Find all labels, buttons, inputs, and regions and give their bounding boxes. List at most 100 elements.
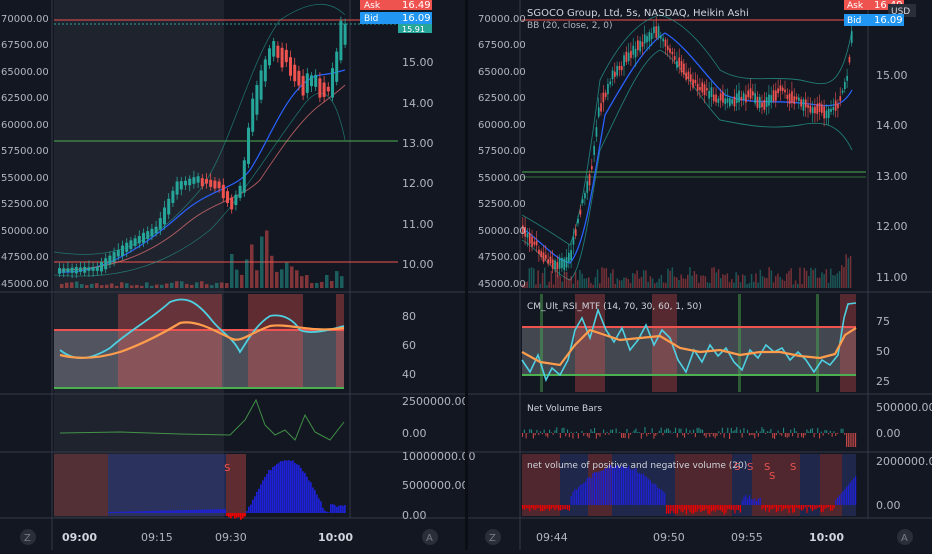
left-price-tick: 52500.00 [1,199,49,210]
right-candle-body [826,110,828,118]
left-candle-body [142,233,145,243]
right-cum-bar [643,474,644,505]
right-cum-bar [635,468,636,505]
bb-indicator-label[interactable]: BB (20, close, 2, 0) [527,21,612,31]
right-cum-bar [740,505,741,513]
right-candle-body [722,92,724,103]
right-volume-bar [810,268,812,288]
left-cum-bar [218,509,220,513]
right-volume-bar [612,269,614,288]
cum-volume-label[interactable]: net volume of positive and negative volu… [527,461,747,471]
left-volume-bar [170,283,174,288]
right-volume-bar [639,279,641,288]
right-candle-body [697,84,699,91]
right-cum-bar [576,490,577,505]
left-cum-bar [286,461,288,513]
right-cum-bar [808,505,809,507]
left-zoom-button[interactable]: Z [20,529,36,545]
right-cum-bar [536,505,537,509]
right-candle-body [741,97,743,100]
right-volume-bar [768,267,770,288]
right-candle-body [672,52,674,54]
right-cum-bar [817,505,818,508]
right-cum-bar [565,505,566,509]
right-net-bar [700,429,701,433]
right-volume-bar [766,278,768,288]
right-volume-bar [709,283,711,288]
left-cum-bar [216,509,218,513]
right-zoom-button[interactable]: Z [485,529,501,545]
left-candle-body [327,87,330,92]
right-volume-bar [850,256,852,288]
right-candle-body [534,242,536,245]
left-candle-body [163,208,166,225]
right-price-tick: 60000.00 [478,120,526,131]
right-cum-bar [661,490,662,505]
right-net-bar [634,430,635,433]
right-net-bar [688,433,689,435]
left-cum-bar [342,506,344,513]
right-cum-bar [542,505,543,511]
left-price-tick: 62500.00 [1,93,49,104]
right-volume-bar [718,269,720,288]
right-cum-bar [743,497,744,505]
right-cum-bar [531,505,532,508]
right-cum-bar [554,505,555,510]
left-candle-body [117,250,120,257]
right-net-bar [805,433,806,435]
right-cum-bar [774,505,775,507]
left-candle-body [129,240,132,249]
right-candle-body [563,259,565,270]
right-cum-bar [826,505,827,508]
right-candle-body [750,88,752,98]
right-net-bar [718,431,719,433]
right-volume-bar [845,254,847,288]
right-net-bar [785,433,786,437]
left-cum-bar [150,511,152,513]
right-sell-signal: S [769,471,775,482]
right-volume-bar [738,275,740,288]
right-cum-bar [801,505,802,511]
right-net-bar [682,433,683,436]
right-volume-bar [579,270,581,288]
left-cum-tick: 10000000.00 [402,450,475,463]
right-candle-body [775,90,777,100]
symbol-title[interactable]: SGOCO Group, Ltd, 5s, NASDAQ, Heikin Ash… [527,8,749,19]
right-net-bar [828,433,829,434]
left-volume-bar [330,281,334,288]
right-cum-bar [607,468,608,505]
right-candle-body [554,260,556,269]
right-net-bar [810,429,811,433]
right-cum-bar [810,505,811,509]
left-price-tick: 50000.00 [1,226,49,237]
right-auto-scale-button[interactable]: A [897,529,913,545]
right-right-tick: 15.00 [876,69,908,82]
right-net-bar [763,429,764,433]
right-cum-bar [677,505,678,514]
left-vol-tick: 2500000.00 [402,395,468,408]
right-cum-bar [578,487,579,505]
layout-splitter[interactable] [465,0,468,550]
left-right-tick: 14.00 [402,97,434,110]
right-candle-body [619,66,621,70]
right-net-bar [686,428,687,433]
right-price-tick: 47500.00 [478,252,526,263]
right-net-bar [522,433,523,437]
rsi-indicator-label[interactable]: CM_Ult_RSI_MTF (14, 70, 30, 60, 1, 50) [527,302,702,312]
right-rsi-tick: 25 [876,375,890,388]
right-candle-body [842,91,844,93]
left-auto-scale-button[interactable]: A [422,529,438,545]
right-cum-bar [760,498,761,505]
right-volume-bar [687,275,689,288]
left-cum-bar [132,511,134,513]
left-cum-bar [252,500,254,513]
right-volume-bar [832,275,834,288]
right-net-bar [680,429,681,433]
right-price-tick: 50000.00 [478,226,526,237]
left-cum-bar [126,512,128,513]
net-volume-label[interactable]: Net Volume Bars [527,404,602,414]
left-volume-bar [335,271,339,288]
left-volume-bar [185,284,189,288]
right-cum-bar [828,505,829,507]
